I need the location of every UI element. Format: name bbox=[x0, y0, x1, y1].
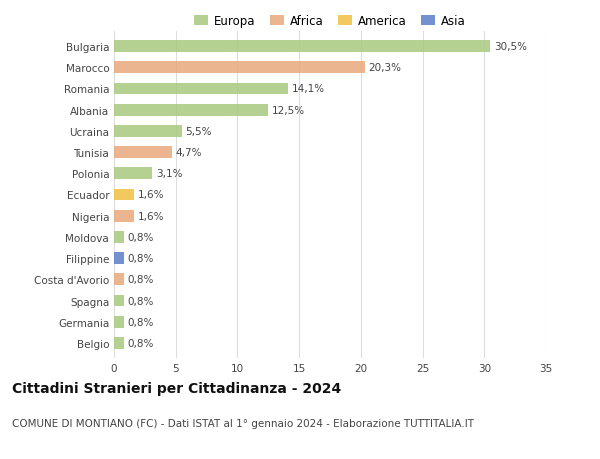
Bar bbox=[114, 147, 172, 158]
Text: 1,6%: 1,6% bbox=[137, 190, 164, 200]
Text: 0,8%: 0,8% bbox=[128, 232, 154, 242]
Bar bbox=[114, 168, 152, 180]
Text: 30,5%: 30,5% bbox=[494, 42, 527, 52]
Bar bbox=[114, 62, 365, 74]
Text: 4,7%: 4,7% bbox=[176, 148, 202, 158]
Text: 1,6%: 1,6% bbox=[137, 211, 164, 221]
Bar bbox=[114, 41, 490, 53]
Bar bbox=[114, 232, 124, 243]
Text: 20,3%: 20,3% bbox=[368, 63, 401, 73]
Bar bbox=[114, 210, 134, 222]
Text: 0,8%: 0,8% bbox=[128, 338, 154, 348]
Text: 5,5%: 5,5% bbox=[185, 127, 212, 137]
Bar bbox=[114, 316, 124, 328]
Text: 0,8%: 0,8% bbox=[128, 275, 154, 285]
Bar bbox=[114, 105, 268, 116]
Text: 3,1%: 3,1% bbox=[156, 169, 182, 179]
Bar bbox=[114, 274, 124, 285]
Bar bbox=[114, 84, 288, 95]
Legend: Europa, Africa, America, Asia: Europa, Africa, America, Asia bbox=[190, 10, 470, 33]
Bar bbox=[114, 295, 124, 307]
Bar bbox=[114, 253, 124, 264]
Text: 12,5%: 12,5% bbox=[272, 106, 305, 115]
Text: 0,8%: 0,8% bbox=[128, 253, 154, 263]
Bar bbox=[114, 189, 134, 201]
Text: COMUNE DI MONTIANO (FC) - Dati ISTAT al 1° gennaio 2024 - Elaborazione TUTTITALI: COMUNE DI MONTIANO (FC) - Dati ISTAT al … bbox=[12, 418, 474, 428]
Bar bbox=[114, 126, 182, 137]
Bar bbox=[114, 337, 124, 349]
Text: Cittadini Stranieri per Cittadinanza - 2024: Cittadini Stranieri per Cittadinanza - 2… bbox=[12, 381, 341, 395]
Text: 14,1%: 14,1% bbox=[292, 84, 325, 94]
Text: 0,8%: 0,8% bbox=[128, 317, 154, 327]
Text: 0,8%: 0,8% bbox=[128, 296, 154, 306]
